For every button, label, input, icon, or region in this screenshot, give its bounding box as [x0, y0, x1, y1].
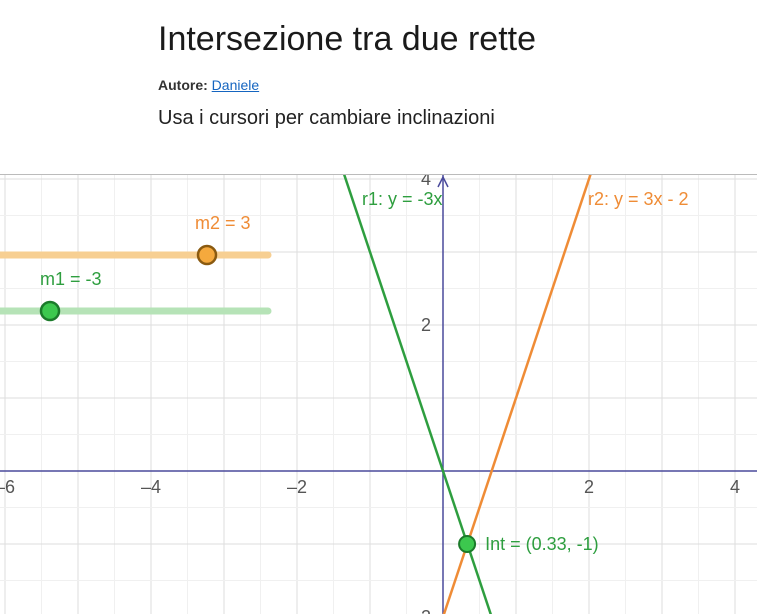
x-tick-label: 2: [584, 477, 594, 497]
instruction-text: Usa i cursori per cambiare inclinazioni: [158, 107, 757, 130]
line-r1-label: r1: y = -3x: [362, 189, 443, 209]
slider-m1-label: m1 = -3: [40, 269, 102, 289]
slider-m2-label: m2 = 3: [195, 213, 251, 233]
plot-area[interactable]: –6–4–224–224r1: y = -3xr2: y = 3x - 2Int…: [0, 174, 757, 613]
intersection-label: Int = (0.33, -1): [485, 534, 599, 554]
intersection-point[interactable]: [459, 536, 475, 552]
x-tick-label: –4: [141, 477, 161, 497]
author-line: Autore: Daniele: [158, 77, 757, 93]
coordinate-plane[interactable]: –6–4–224–224r1: y = -3xr2: y = 3x - 2Int…: [0, 175, 757, 614]
page-title: Intersezione tra due rette: [158, 20, 757, 59]
y-tick-label: 4: [421, 175, 431, 189]
x-tick-label: 4: [730, 477, 740, 497]
y-tick-label: 2: [421, 315, 431, 335]
x-tick-label: –2: [287, 477, 307, 497]
author-label: Autore:: [158, 77, 208, 93]
line-r2-label: r2: y = 3x - 2: [588, 189, 689, 209]
slider-m2-knob[interactable]: [198, 246, 216, 264]
author-link[interactable]: Daniele: [212, 77, 259, 93]
header-block: Intersezione tra due rette Autore: Danie…: [0, 0, 757, 130]
slider-m1-knob[interactable]: [41, 302, 59, 320]
x-tick-label: –6: [0, 477, 15, 497]
